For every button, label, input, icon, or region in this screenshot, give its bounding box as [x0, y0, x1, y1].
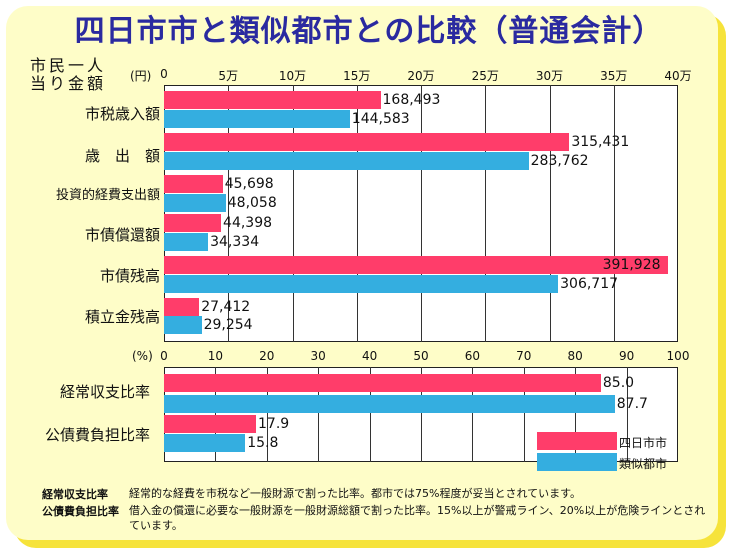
- chart1-bar-similar-cities: [164, 275, 559, 293]
- chart2-data-label: 85.0: [602, 375, 635, 391]
- chart2-gridline: [318, 367, 320, 462]
- chart2-gridline: [472, 367, 474, 462]
- chart1-bar-yokkaichi: [164, 133, 570, 151]
- chart1-bar-similar-cities: [164, 110, 350, 128]
- chart1-category-label: 市税歳入額: [84, 105, 160, 123]
- chart1-bar-yokkaichi: [164, 91, 381, 109]
- chart1-gridline: [292, 85, 294, 342]
- chart1-bar-yokkaichi: [164, 298, 200, 316]
- legend-swatch-yokkaichi: [537, 432, 617, 450]
- chart1-data-label: 48,058: [227, 195, 277, 211]
- chart1-bar-similar-cities: [164, 194, 226, 212]
- chart1-x-tick-label: 0: [160, 67, 168, 81]
- chart2-data-label: 17.9: [258, 416, 290, 432]
- chart1-data-label: 391,928: [602, 257, 661, 273]
- chart2-bar-similar-cities: [164, 434, 246, 452]
- chart2-x-tick-label: 60: [464, 349, 481, 363]
- chart2-unit: (%): [132, 349, 153, 363]
- chart2-x-tick-label: 0: [160, 349, 168, 363]
- chart1-x-tick-label: 15万: [343, 69, 371, 83]
- chart2-data-label: 87.7: [616, 396, 648, 412]
- note-term-1: 経常収支比率: [42, 488, 108, 501]
- chart1-bar-similar-cities: [164, 316, 202, 334]
- chart2-x-tick-label: 100: [666, 349, 690, 363]
- chart1-x-tick-label: 10万: [278, 69, 307, 83]
- chart1-category-label: 積立金残高: [84, 308, 160, 326]
- chart1-x-tick-label: 35万: [600, 69, 628, 83]
- chart1-category-label: 投資的経費支出額: [55, 188, 160, 203]
- chart1-gridline: [613, 85, 615, 342]
- chart1-data-label: 306,717: [560, 276, 619, 292]
- chart2-x-tick-label: 70: [516, 349, 532, 363]
- chart1-gridline: [549, 85, 551, 342]
- chart2-gridline: [266, 367, 268, 462]
- chart1-bar-yokkaichi: [164, 175, 223, 193]
- chart2-x-tick-label: 90: [618, 349, 635, 363]
- note-term-2: 公債費負担比率: [42, 505, 119, 518]
- chart1-data-label: 45,698: [224, 176, 274, 192]
- chart1-data-label: 144,583: [351, 111, 410, 127]
- chart2-data-label: 15.8: [247, 435, 279, 451]
- chart1-data-label: 283,762: [530, 153, 589, 169]
- chart1-data-label: 168,493: [382, 92, 441, 108]
- chart1-x-tick-label: 40万: [664, 69, 692, 83]
- chart1-x-tick-label: 25万: [471, 69, 499, 83]
- chart1-bar-similar-cities: [164, 152, 529, 170]
- chart1-data-label: 315,431: [571, 134, 630, 150]
- chart2-gridline: [575, 367, 577, 462]
- chart1-x-tick-label: 20万: [407, 69, 435, 83]
- chart1-category-label: 市債償還額: [84, 226, 160, 244]
- note-text-2: 借入金の償還に必要な一般財源を一般財源総額で割った比率。15%以上が警戒ライン、…: [129, 504, 706, 532]
- chart2-gridline: [215, 367, 217, 462]
- chart2-category-label: 公債費負担比率: [44, 426, 150, 444]
- chart1-x-tick-label: 30万: [535, 69, 564, 83]
- chart-title: 四日市市と類似都市との比較（普通会計）: [74, 14, 664, 49]
- chart1-gridline: [421, 85, 422, 342]
- legend-label-similar-cities: 類似都市: [619, 457, 668, 471]
- legend-label-yokkaichi: 四日市市: [619, 436, 668, 450]
- chart2-bar-similar-cities: [164, 395, 615, 413]
- chart2-gridline: [523, 367, 525, 462]
- chart1-gridline: [356, 85, 358, 342]
- chart1-gridline: [228, 85, 230, 342]
- chart1-bar-yokkaichi: [164, 256, 668, 274]
- legend-swatch-similar-cities: [537, 453, 617, 471]
- chart2-x-tick-label: 10: [207, 349, 224, 363]
- chart1-gridline: [485, 85, 487, 342]
- chart1-data-label: 34,334: [210, 234, 260, 250]
- chart1-x-tick-label: 5万: [218, 69, 239, 83]
- chart1-category-label: 市債残高: [99, 267, 160, 285]
- chart2-category-label: 経常収支比率: [59, 383, 150, 401]
- chart2-x-tick-label: 30: [310, 349, 326, 363]
- chart1-data-label: 44,398: [223, 215, 273, 231]
- chart2-gridline: [369, 367, 371, 462]
- chart2-x-tick-label: 40: [361, 349, 378, 363]
- chart2-x-tick-label: 50: [413, 349, 429, 363]
- chart1-unit: (円): [130, 69, 152, 83]
- chart1-data-label: 29,254: [203, 317, 253, 333]
- chart1-bar-yokkaichi: [164, 214, 222, 232]
- chart2-gridline: [626, 367, 628, 462]
- chart2-x-tick-label: 80: [567, 349, 583, 363]
- chart2-bar-yokkaichi: [164, 415, 256, 433]
- chart2-gridline: [421, 367, 422, 462]
- note-text-1: 経常的な経費を市税など一般財源で割った比率。都市では75%程度が妥当とされていま…: [129, 487, 582, 500]
- y-axis-label-line1: 市民一人: [30, 56, 107, 75]
- chart1-category-label: 歳 出 額: [84, 147, 160, 165]
- y-axis-label-line2: 当り金額: [30, 74, 107, 93]
- chart1-bar-similar-cities: [164, 233, 209, 251]
- chart2-x-tick-label: 20: [259, 349, 275, 363]
- chart2-bar-yokkaichi: [164, 374, 601, 392]
- chart1-data-label: 27,412: [201, 299, 251, 315]
